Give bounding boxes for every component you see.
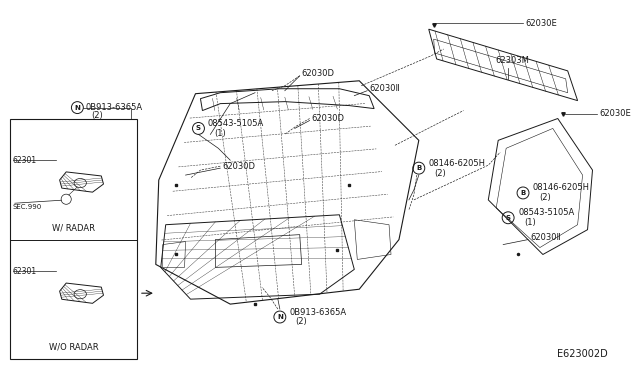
Text: N: N [277, 314, 283, 320]
Text: 62030D: 62030D [301, 69, 335, 78]
Bar [10, 119, 137, 359]
Text: 08146-6205H: 08146-6205H [533, 183, 590, 192]
Text: 62030E: 62030E [525, 19, 557, 28]
Text: (1): (1) [214, 129, 226, 138]
Text: W/O RADAR: W/O RADAR [49, 342, 98, 351]
Text: N: N [74, 105, 80, 110]
Text: (2): (2) [539, 193, 550, 202]
Text: 08146-6205H: 08146-6205H [429, 159, 486, 168]
Text: S: S [506, 215, 511, 221]
Text: (2): (2) [435, 169, 447, 177]
Text: 62030D: 62030D [312, 114, 344, 123]
Text: 62301: 62301 [13, 267, 37, 276]
Text: E623002D: E623002D [557, 349, 607, 359]
Text: 62030Ⅱ: 62030Ⅱ [369, 84, 400, 93]
Text: SEC.990: SEC.990 [13, 204, 42, 210]
Text: 08543-5105A: 08543-5105A [518, 208, 574, 217]
Text: (2): (2) [92, 111, 103, 120]
Text: 62303M: 62303M [495, 57, 529, 65]
Text: S: S [196, 125, 201, 131]
Text: 62030Ⅱ: 62030Ⅱ [530, 233, 561, 242]
Text: W/ RADAR: W/ RADAR [52, 223, 95, 232]
Text: 08543-5105A: 08543-5105A [207, 119, 264, 128]
Text: B: B [520, 190, 525, 196]
Text: B: B [416, 165, 421, 171]
Text: 0B913-6365A: 0B913-6365A [85, 103, 143, 112]
Text: (2): (2) [296, 317, 307, 327]
Text: 0B913-6365A: 0B913-6365A [290, 308, 347, 317]
Text: 62030E: 62030E [600, 109, 631, 118]
Text: 62301: 62301 [13, 156, 37, 165]
Text: (1): (1) [524, 218, 536, 227]
Text: 62030D: 62030D [222, 162, 255, 171]
